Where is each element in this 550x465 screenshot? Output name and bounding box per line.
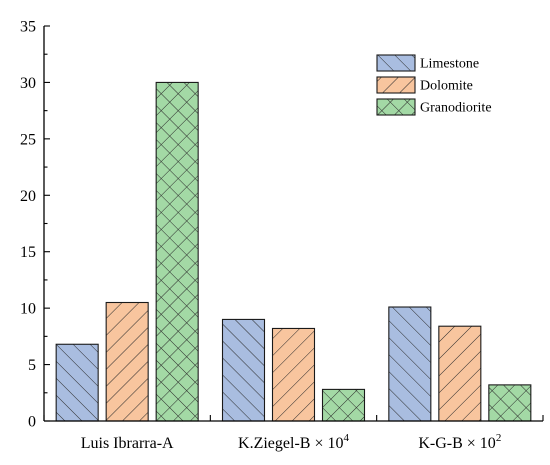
legend-label-granodiorite: Granodiorite [420, 101, 492, 116]
bar-granodiorite-2 [488, 384, 532, 422]
bar-limestone-1 [221, 318, 266, 422]
legend-swatch-granodiorite [376, 98, 416, 116]
legend: Limestone Dolomite Granodiorite [376, 54, 492, 116]
y-tick-label-35: 35 [20, 19, 36, 36]
axes-group: Luis Ibrarra-A K.Ziegel-B × 104 K-G-B × 10… [20, 19, 544, 452]
legend-swatch-dolomite [376, 76, 416, 94]
y-tick-label-30: 30 [20, 75, 36, 92]
bar-granodiorite-0 [155, 81, 199, 422]
x-tick-label-1: K.Ziegel-B × 104 [238, 432, 349, 452]
bar-dolomite-0 [105, 301, 149, 422]
y-tick-label-20: 20 [20, 188, 36, 205]
y-tick-label-5: 5 [28, 357, 36, 374]
legend-label-dolomite: Dolomite [420, 79, 473, 94]
bar-dolomite-1 [271, 327, 316, 422]
x-tick-label-0: Luis Ibrarra-A [81, 435, 174, 452]
y-tick-label-10: 10 [20, 301, 36, 318]
legend-swatch-limestone [376, 54, 416, 72]
y-tick-label-25: 25 [20, 131, 36, 148]
bar-limestone-0 [55, 343, 99, 422]
bar-limestone-2 [388, 306, 432, 422]
y-tick-label-15: 15 [20, 244, 36, 261]
y-tick-label-0: 0 [28, 414, 36, 431]
bars-group [55, 81, 532, 422]
bar-granodiorite-1 [321, 388, 366, 422]
legend-label-limestone: Limestone [420, 57, 479, 72]
bar-dolomite-2 [438, 325, 482, 422]
x-tick-label-2: K-G-B × 102 [418, 432, 501, 452]
